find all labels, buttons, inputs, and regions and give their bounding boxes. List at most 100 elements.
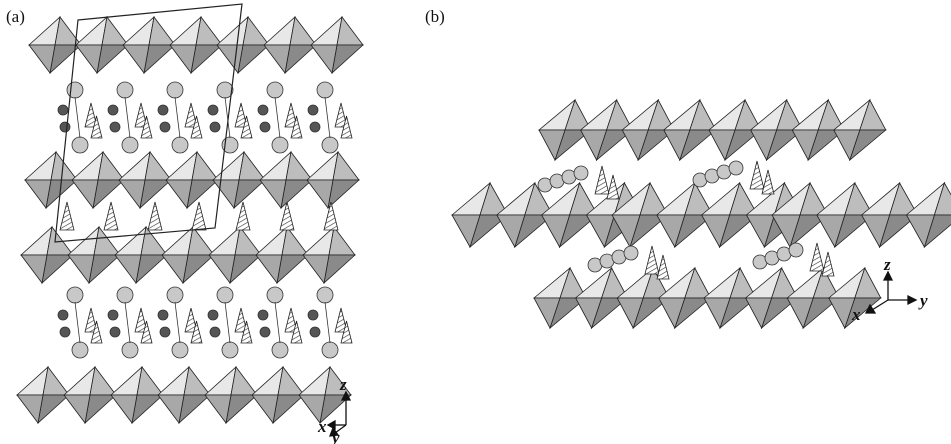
tetrahedron [657,255,669,279]
octahedron-face [90,367,116,395]
octahedron-face [43,367,69,395]
octahedron-face [329,227,355,255]
axis-label: y [330,428,340,444]
bond [125,97,130,138]
atom [72,137,88,153]
atom [267,82,283,98]
axis-label: y [918,291,928,310]
atom [122,137,138,153]
octahedron-face [72,180,98,208]
octahedron-face [235,227,261,255]
octahedron-face [192,152,218,180]
atom [58,105,68,115]
tetrahedron [192,202,206,230]
panel-label: (b) [425,7,445,26]
atom [272,342,288,358]
octahedron-face [239,152,265,180]
octahedron-face [25,180,51,208]
bond [325,97,330,138]
octahedron-face [158,395,184,423]
octahedron-face [205,395,231,423]
octahedron-face [278,367,304,395]
bond [75,302,80,343]
atom [72,342,88,358]
bond [225,302,230,343]
atom [308,105,318,115]
atom [172,137,188,153]
octahedron-face [94,227,120,255]
octahedron-face [333,152,359,180]
atom [158,310,168,320]
octahedron-face [64,395,90,423]
atom [122,342,138,358]
octahedron-face [170,45,196,73]
octahedron-face [325,367,351,395]
atom [222,342,238,358]
atom [260,327,270,337]
octahedron-face [162,255,188,283]
octahedron-face [102,17,128,45]
atom [310,122,320,132]
octahedron-face [217,45,243,73]
octahedron-face [149,17,175,45]
atom [160,327,170,337]
octahedron-face [166,180,192,208]
bond [125,302,130,343]
axis-label: x [851,305,861,324]
tetrahedron [645,246,659,274]
atom [67,287,83,303]
figure: (a) (b) z x y z y x [0,0,951,444]
octahedron-face [137,367,163,395]
octahedron-face [290,17,316,45]
atom [108,310,118,320]
bond [275,97,280,138]
axis-label: x [317,417,327,436]
atom [210,327,220,337]
octahedron-face [123,45,149,73]
octahedron-face [17,395,43,423]
octahedron-face [98,152,124,180]
tetrahedron [822,252,834,276]
bond [175,97,180,138]
atom [322,342,338,358]
octahedron-face [209,255,235,283]
octahedron-face [213,180,239,208]
atom [158,105,168,115]
octahedron-face [29,45,55,73]
atom [167,287,183,303]
octahedron-face [21,255,47,283]
atom [160,122,170,132]
tetrahedron [750,161,764,189]
bond [275,302,280,343]
octahedron-face [196,17,222,45]
atom [308,310,318,320]
octahedron-face [111,395,137,423]
atom [108,105,118,115]
tetrahedron [104,202,118,230]
atom [110,327,120,337]
octahedron-face [188,227,214,255]
panel-label: (a) [6,7,25,26]
octahedron-face [260,180,286,208]
atom [317,82,333,98]
tetrahedron [595,166,609,194]
atom [210,122,220,132]
atom [574,166,588,180]
atom [267,287,283,303]
atom [272,137,288,153]
octahedron-face [307,180,333,208]
octahedron-face [145,152,171,180]
octahedron-face [303,255,329,283]
atom [58,310,68,320]
atom [729,161,743,175]
octahedron-face [115,255,141,283]
atom [317,287,333,303]
tetrahedron [236,202,250,230]
octahedron-face [141,227,167,255]
axis-label: z [339,375,347,394]
bond [225,97,230,138]
atom [217,287,233,303]
octahedron-face [76,45,102,73]
octahedron-face [286,152,312,180]
tetrahedron [607,175,619,199]
